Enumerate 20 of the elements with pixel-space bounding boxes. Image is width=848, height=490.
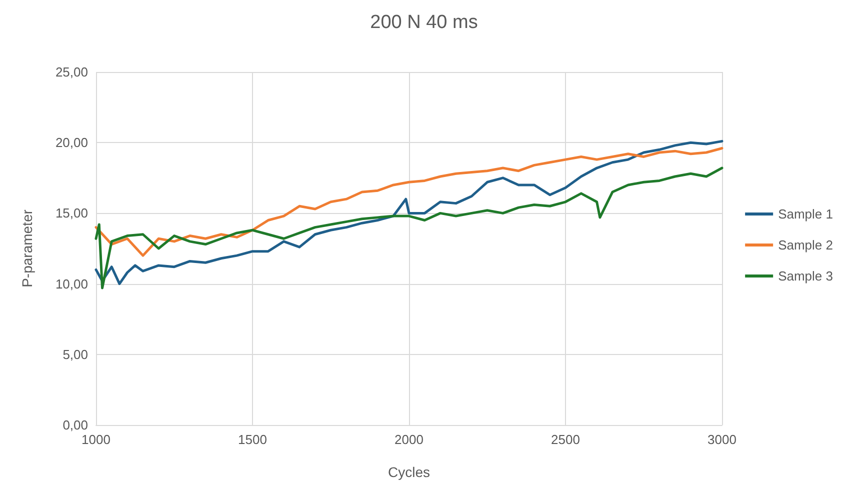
line-series (94, 166, 724, 290)
line-series (94, 140, 724, 286)
legend-label: Sample 1 (778, 206, 833, 222)
line-series (94, 147, 724, 257)
x-axis-title: Cycles (388, 464, 430, 480)
y-tick-label: 25,00 (55, 64, 88, 80)
y-tick-label: 20,00 (55, 135, 88, 150)
x-tick-label: 3000 (708, 432, 736, 447)
y-tick-label: 10,00 (55, 276, 88, 292)
y-axis-title: P-parameter (19, 209, 35, 288)
chart-title: 200 N 40 ms (370, 12, 478, 33)
x-tick-label: 2500 (551, 432, 580, 447)
x-tick-label: 2000 (394, 432, 424, 447)
legend-label: Sample 2 (778, 238, 833, 252)
x-tick-label: 1000 (82, 432, 110, 447)
y-tick-label: 15,00 (55, 206, 88, 221)
y-tick-label: 5,00 (62, 346, 88, 362)
x-tick-label: 1500 (238, 432, 267, 447)
y-tick-label: 0,00 (62, 418, 88, 432)
legend-label: Sample 3 (778, 268, 833, 284)
